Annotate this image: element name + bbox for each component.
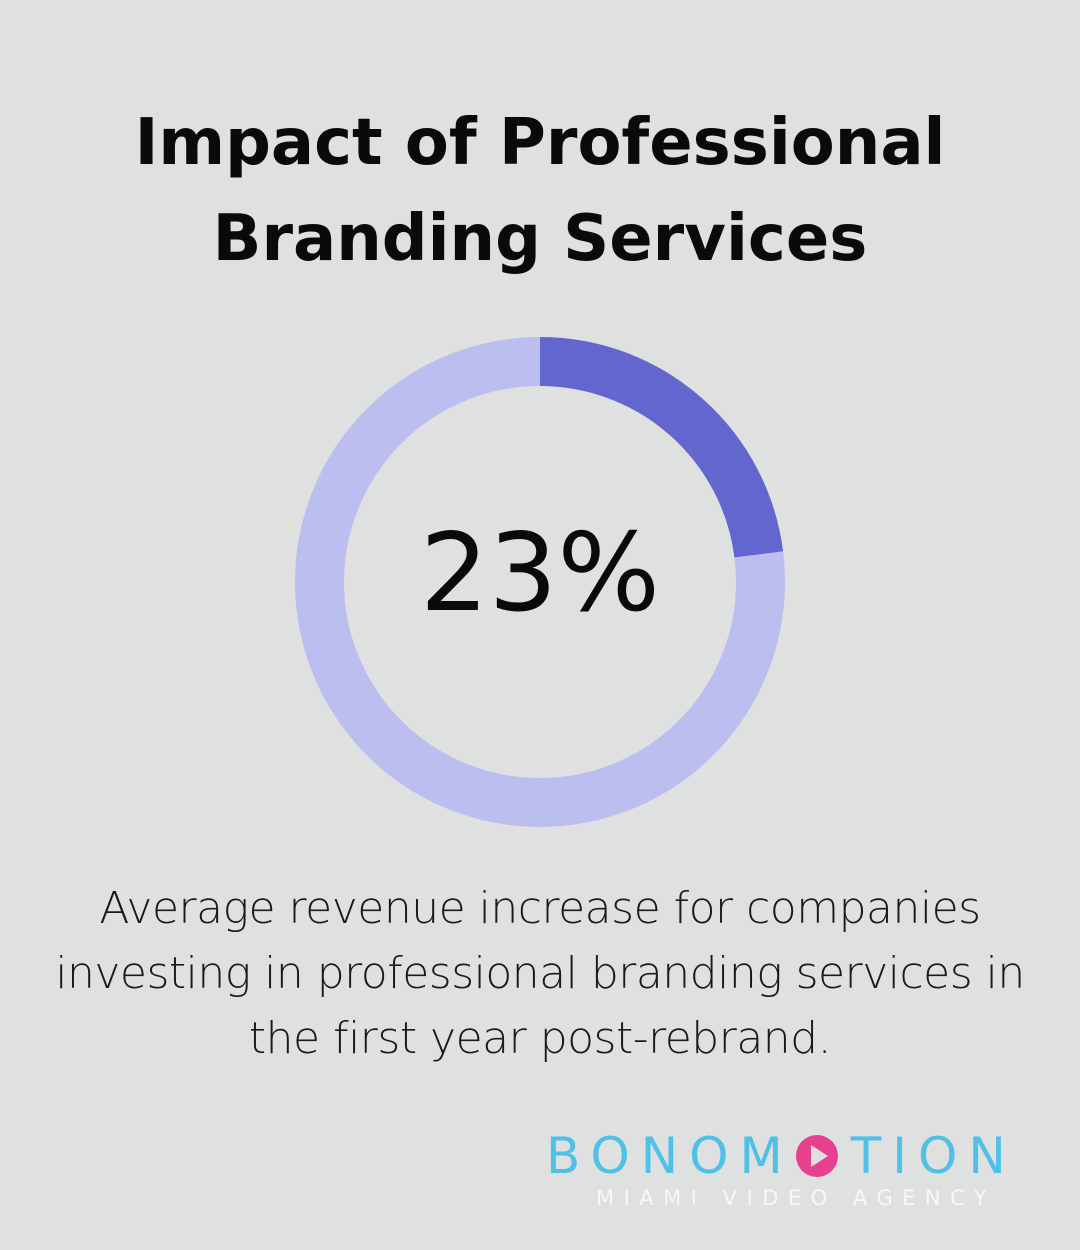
donut-segment bbox=[539, 337, 784, 558]
brand-name-end: TION bbox=[850, 1127, 1017, 1185]
brand-name-start: BONOM bbox=[546, 1127, 794, 1185]
chart: 23% bbox=[295, 337, 785, 827]
brand-tagline: MIAMI VIDEO AGENCY bbox=[596, 1186, 997, 1210]
play-icon bbox=[795, 1135, 838, 1177]
chart-title: Impact of Professional Branding Services bbox=[134, 106, 946, 276]
brand-logo: BONOM TION MIAMI VIDEO AGENCY bbox=[546, 1128, 1036, 1210]
value-label: 23% bbox=[420, 511, 660, 636]
play-triangle bbox=[810, 1145, 828, 1167]
brand-name: BONOM TION bbox=[546, 1128, 1036, 1184]
description: Average revenue increase for companies i… bbox=[55, 883, 1025, 1064]
